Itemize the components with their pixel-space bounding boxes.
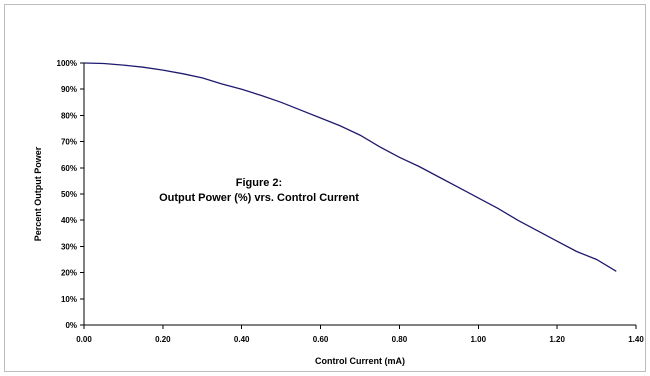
y-tick-label: 10% [61, 295, 77, 304]
x-axis-title: Control Current (mA) [315, 356, 405, 366]
x-tick-label: 0.60 [313, 335, 329, 344]
chart-title-line-1: Figure 2: [236, 177, 282, 189]
x-tick-label: 0.20 [155, 335, 171, 344]
series-layer [83, 62, 617, 272]
chart-frame [4, 4, 646, 372]
y-tick-label: 70% [61, 138, 77, 147]
x-tick-label: 1.00 [470, 335, 486, 344]
chart-title-line-2: Output Power (%) vrs. Control Current [159, 192, 359, 204]
x-tick-label: 1.40 [628, 335, 644, 344]
y-tick-label: 0% [65, 321, 77, 330]
y-tick-label: 20% [61, 269, 77, 278]
x-tick-label: 1.20 [549, 335, 565, 344]
x-tick-label: 0.00 [76, 335, 92, 344]
y-axis-ticks: 0% 10% 20% 30% 40% 50% 60% 70% 80% 90% 100% [57, 59, 84, 330]
x-tick-label: 0.80 [392, 335, 408, 344]
x-tick-label: 0.40 [234, 335, 250, 344]
y-tick-label: 80% [61, 111, 77, 120]
y-tick-label: 100% [57, 59, 77, 68]
y-tick-label: 40% [61, 216, 77, 225]
y-axis-title: Percent Output Power [33, 146, 43, 241]
y-tick-label: 90% [61, 85, 77, 94]
series-line [83, 62, 617, 272]
x-axis-ticks: 0.00 0.20 0.40 0.60 0.80 1.00 1.20 1.40 [76, 325, 644, 344]
y-tick-label: 30% [61, 242, 77, 251]
y-tick-label: 60% [61, 164, 77, 173]
y-tick-label: 50% [61, 190, 77, 199]
